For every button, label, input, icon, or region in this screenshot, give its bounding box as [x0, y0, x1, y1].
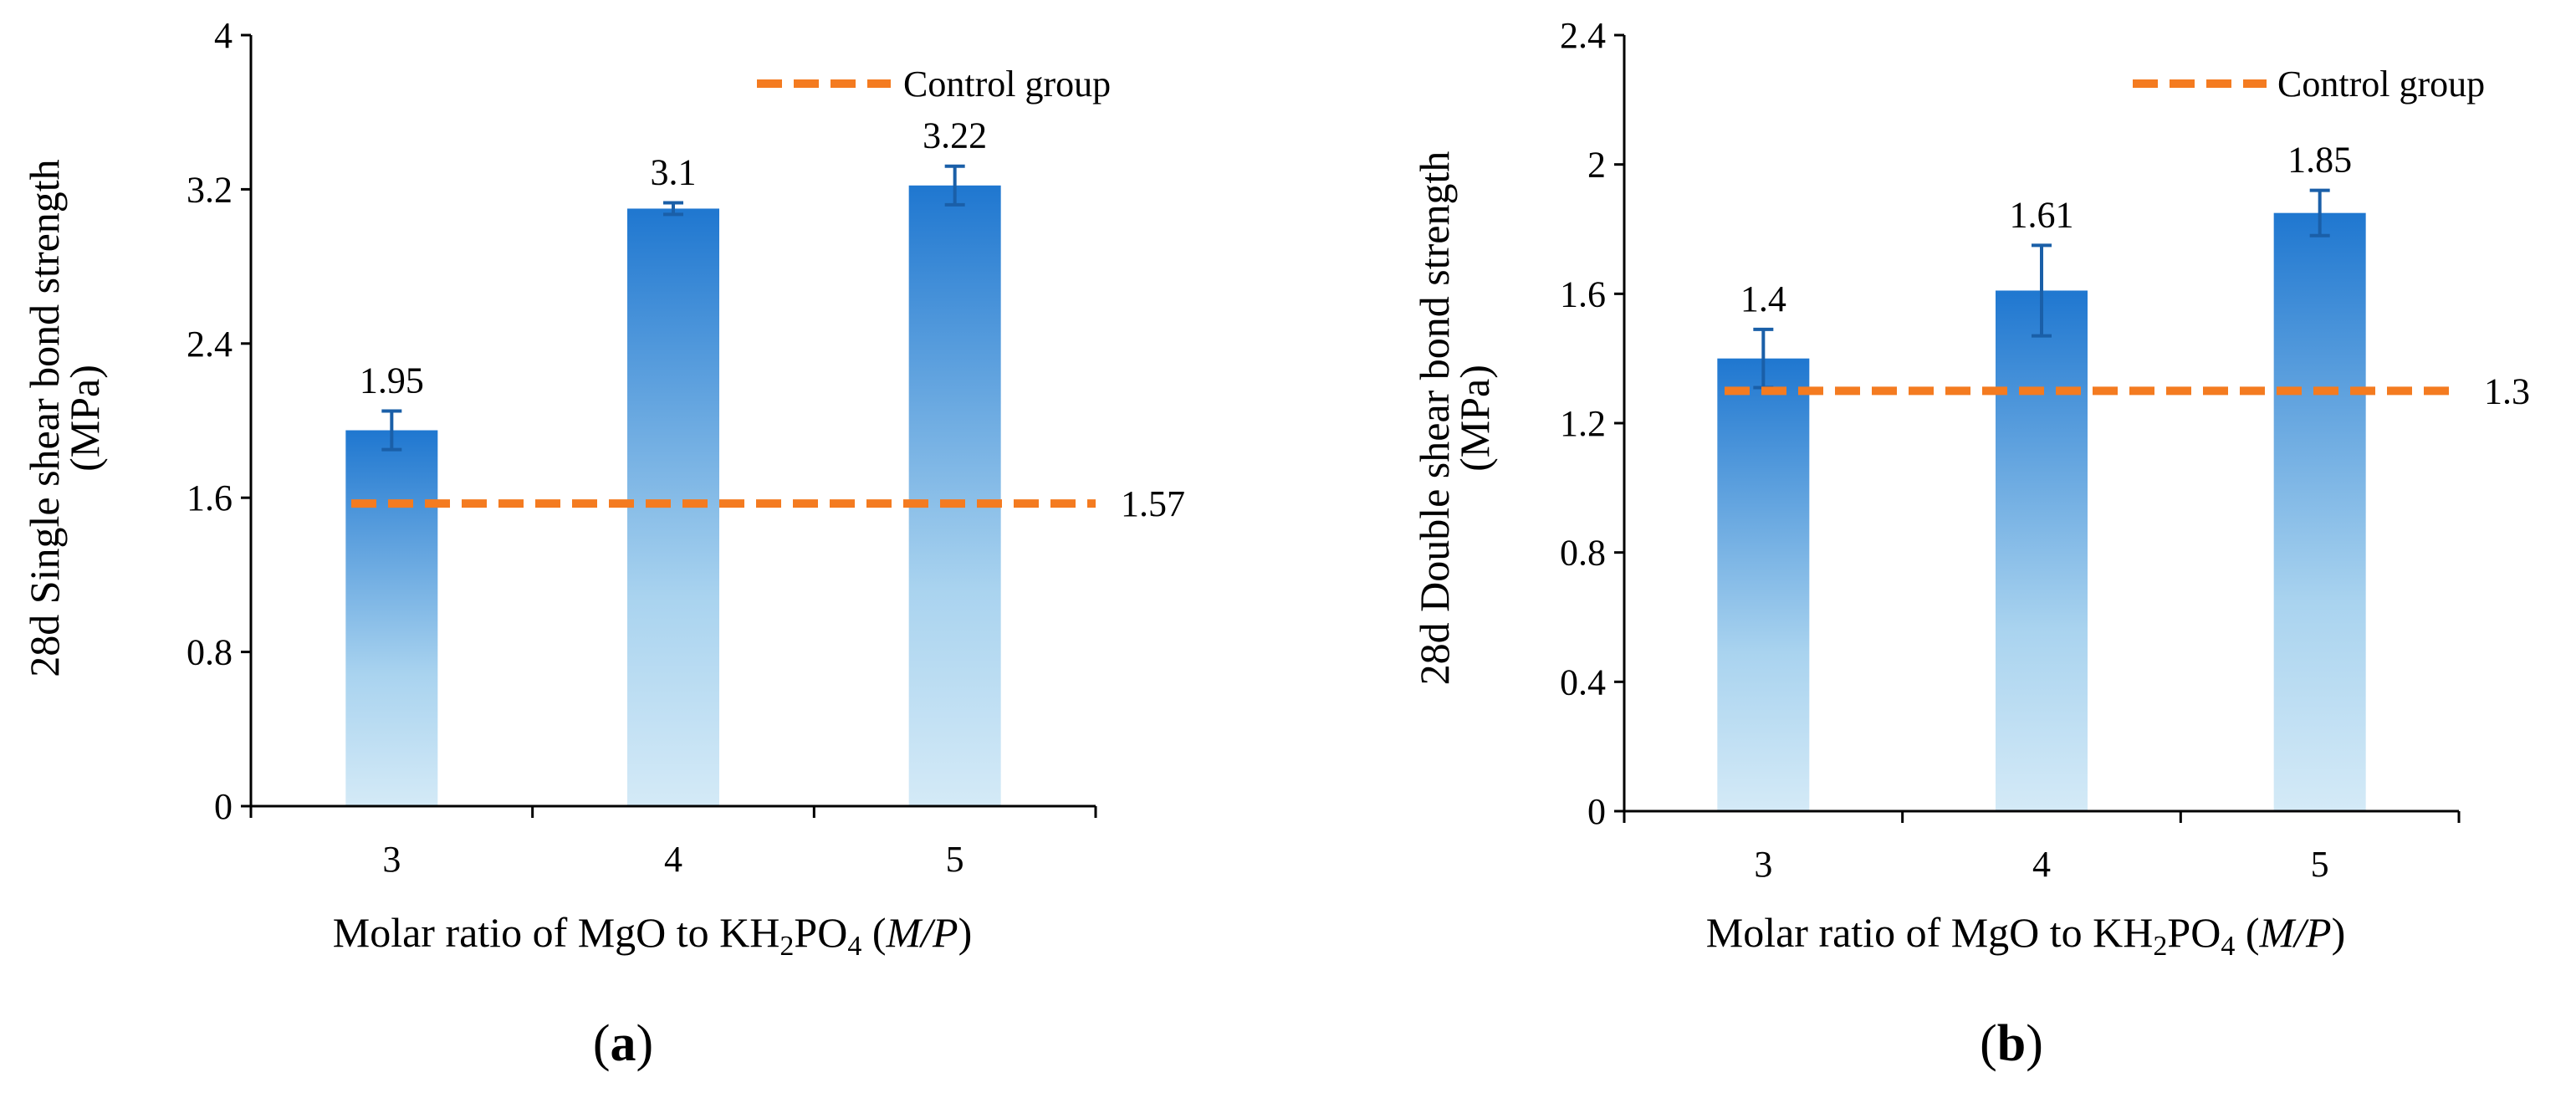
x-axis-title-b: Molar ratio of MgO to KH2PO4 (M/P) [1706, 909, 2345, 962]
value-label-b-5: 1.85 [2287, 140, 2352, 181]
x-tick-label-b-3: 3 [1754, 844, 1772, 885]
panel-letter-a: a [611, 1015, 636, 1072]
x-tick-label-b-4: 4 [2032, 844, 2051, 885]
x-axis-title-mid-b: PO [2167, 909, 2221, 956]
x-axis-title-paren-close-b: ) [2332, 909, 2346, 956]
x-axis-title-italic-a: M/P [885, 909, 958, 956]
y-ticks-a: 0 0.8 1.6 2.4 3.2 4 [187, 15, 251, 827]
x-axis-title-sub1-b: 2 [2153, 931, 2167, 962]
legend-label-a: Control group [903, 64, 1111, 105]
y-tick-label-a-4: 3.2 [187, 169, 233, 210]
legend-a: Control group [757, 64, 1111, 105]
x-tick-label-a-3: 3 [382, 839, 401, 880]
bar-a-5 [908, 185, 1001, 807]
x-axis-title-paren-open-b: ( [2235, 909, 2259, 956]
bars-a [345, 185, 1001, 807]
x-tick-label-b-5: 5 [2311, 844, 2329, 885]
x-ticks-b: 3 4 5 [1623, 811, 2461, 885]
bars-b [1717, 212, 2366, 812]
x-axis-title-paren-open-a: ( [861, 909, 886, 956]
chart-panel-b: 1.3 1.4 1.61 1.85 0 0.4 0.8 1.2 1.6 2 2.4 3 4 5 Co… [1411, 15, 2530, 1072]
x-axis-title-paren-close-a: ) [958, 909, 973, 956]
error-bars-b [1753, 188, 2330, 390]
x-axis-title-main-a: Molar ratio of MgO to KH [333, 909, 780, 956]
value-labels-b: 1.4 1.61 1.85 [1740, 140, 2352, 319]
chart-panel-a: 1.57 1.95 3.1 3.22 0 0.8 1.6 2.4 3.2 4 3 4 5 Cont… [21, 15, 1185, 1072]
value-label-a-3: 1.95 [360, 360, 424, 401]
y-tick-label-a-0: 0 [214, 786, 233, 827]
value-label-b-4: 1.61 [2010, 194, 2074, 235]
x-axis-title-sub2-a: 4 [847, 931, 861, 962]
y-tick-label-b-2: 0.8 [1560, 533, 1606, 574]
bar-b-4 [1996, 290, 2088, 811]
value-label-a-4: 3.1 [651, 152, 697, 193]
y-tick-label-a-1: 0.8 [187, 632, 233, 673]
y-tick-label-a-5: 4 [214, 15, 233, 56]
bar-b-5 [2273, 212, 2366, 811]
error-bar-a-5 [944, 164, 965, 207]
bar-a-3 [345, 430, 438, 806]
legend-label-b: Control group [2277, 64, 2485, 105]
panel-letter-b: b [1997, 1015, 2026, 1072]
y-tick-label-b-3: 1.2 [1560, 403, 1606, 444]
y-tick-label-b-1: 0.4 [1560, 661, 1606, 702]
value-label-b-3: 1.4 [1740, 278, 1786, 319]
control-value-label-b: 1.3 [2484, 370, 2530, 411]
error-bar-a-3 [381, 409, 402, 452]
y-axis-title-a: 28d Single shear bond strength [21, 159, 68, 677]
y-tick-label-b-0: 0 [1587, 791, 1606, 832]
control-value-label-a: 1.57 [1121, 483, 1185, 524]
x-tick-label-a-4: 4 [664, 839, 682, 880]
x-ticks-a: 3 4 5 [249, 806, 1097, 880]
y-ticks-b: 0 0.4 0.8 1.2 1.6 2 2.4 [1560, 15, 1624, 832]
panel-label-a: (a) [593, 1015, 653, 1072]
x-axis-title-mid-a: PO [794, 909, 847, 956]
error-bar-b-4 [2032, 243, 2052, 338]
x-axis-title-main-b: Molar ratio of MgO to KH [1706, 909, 2154, 956]
y-axis-unit-b: (MPa) [1451, 365, 1498, 472]
error-bar-b-5 [2309, 188, 2330, 237]
panel-label-b: (b) [1980, 1015, 2043, 1072]
x-axis-title-a: Molar ratio of MgO to KH2PO4 (M/P) [333, 909, 972, 962]
legend-b: Control group [2133, 64, 2485, 105]
y-tick-label-b-5: 2 [1587, 145, 1606, 186]
y-tick-label-a-2: 1.6 [187, 478, 233, 518]
x-axis-title-sub2-b: 4 [2221, 931, 2235, 962]
y-tick-label-a-3: 2.4 [187, 324, 233, 365]
value-label-a-5: 3.22 [923, 115, 987, 156]
error-bar-a-4 [663, 201, 683, 217]
bar-b-3 [1717, 358, 1810, 812]
value-labels-a: 1.95 3.1 3.22 [360, 115, 987, 401]
y-axis-unit-a: (MPa) [61, 365, 108, 472]
error-bars-a [381, 164, 965, 452]
y-tick-label-b-4: 1.6 [1560, 273, 1606, 314]
y-axis-title-b: 28d Double shear bond strength [1411, 151, 1458, 686]
x-axis-title-sub1-a: 2 [779, 931, 794, 962]
y-tick-label-b-6: 2.4 [1560, 15, 1606, 56]
x-tick-label-a-5: 5 [946, 839, 964, 880]
x-axis-title-italic-b: M/P [2258, 909, 2331, 956]
